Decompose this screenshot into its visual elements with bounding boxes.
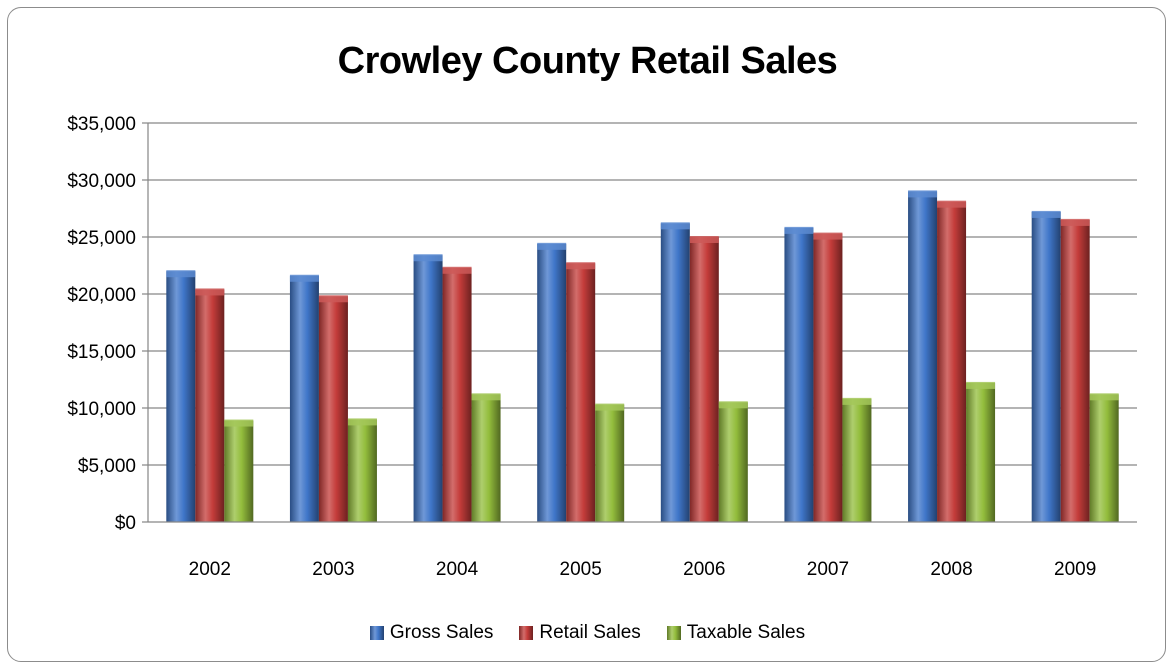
x-tick-label: 2006 [683, 559, 725, 580]
bar-cap [660, 222, 690, 230]
bar-gross-sales-2004 [413, 255, 443, 523]
y-tick-label: $25,000 [67, 228, 136, 249]
x-tick-label: 2008 [930, 559, 972, 580]
bar-cap [908, 190, 938, 198]
bar-cap [537, 242, 567, 250]
legend-item: Gross Sales [369, 622, 494, 644]
bar-cap [1031, 210, 1061, 218]
y-tick-label: $30,000 [67, 171, 136, 192]
bar-cap [347, 418, 377, 426]
legend-swatch [369, 626, 384, 640]
axes [147, 123, 1137, 523]
x-tick-label: 2007 [807, 559, 849, 580]
y-tick-label: $0 [115, 513, 136, 534]
bar-cap [224, 419, 254, 427]
x-tick-label: 2003 [312, 559, 354, 580]
bar-cap [1089, 393, 1119, 401]
bar-retail-sales-2008 [937, 201, 967, 522]
bar-gross-sales-2009 [1031, 211, 1061, 523]
y-tick-label: $35,000 [67, 114, 136, 135]
bar-retail-sales-2007 [813, 233, 843, 522]
bar-cap [1060, 218, 1090, 226]
y-tick-label: $20,000 [67, 285, 136, 306]
legend-label: Gross Sales [389, 622, 494, 643]
y-tick-label: $5,000 [78, 456, 136, 477]
bar-taxable-sales-2005 [595, 404, 625, 522]
bar-gross-sales-2007 [784, 227, 814, 522]
y-tick-label: $15,000 [67, 342, 136, 363]
legend-swatch [666, 626, 681, 640]
bar-gross-sales-2006 [660, 223, 690, 522]
x-tick-label: 2002 [189, 559, 231, 580]
bar-taxable-sales-2009 [1089, 394, 1119, 522]
bar-retail-sales-2004 [442, 267, 472, 522]
bar-taxable-sales-2007 [842, 398, 872, 522]
bar-cap [166, 270, 196, 278]
bar-taxable-sales-2002 [224, 420, 254, 522]
legend-label: Retail Sales [539, 622, 641, 643]
bar-cap [442, 266, 472, 274]
bar-cap [689, 236, 719, 243]
y-tick-labels: $0 $5,000 $10,000 $15,000 $20,000 $25,000 $30,… [67, 114, 136, 534]
bar-gross-sales-2008 [908, 191, 938, 522]
legend-item: Retail Sales [519, 622, 641, 644]
bar-cap [966, 381, 996, 389]
bar-cap [471, 393, 501, 401]
bar-cap [937, 200, 967, 208]
bar-retail-sales-2005 [566, 263, 596, 522]
bar-cap [842, 397, 872, 405]
legend-item: Taxable Sales [666, 622, 806, 644]
bar-retail-sales-2002 [195, 289, 225, 522]
x-tick-label: 2005 [560, 559, 602, 580]
bar-retail-sales-2009 [1060, 219, 1090, 522]
bar-gross-sales-2002 [166, 271, 196, 522]
bar-cap [413, 254, 443, 262]
x-tick-labels: 2002 2003 2004 2005 2006 2007 2008 2009 [189, 559, 1097, 580]
y-tick-label: $10,000 [67, 399, 136, 420]
bar-taxable-sales-2003 [347, 419, 377, 522]
bar-gross-sales-2003 [289, 275, 319, 522]
bar-cap [784, 226, 814, 234]
bar-taxable-sales-2008 [966, 382, 996, 522]
bar-cap [813, 232, 843, 240]
bar-cap [718, 401, 748, 409]
bar-cap [318, 295, 348, 303]
bar-cap [195, 288, 225, 296]
bar-gross-sales-2005 [537, 243, 567, 522]
bar-taxable-sales-2006 [718, 402, 748, 522]
x-tick-label: 2004 [436, 559, 479, 580]
bar-taxable-sales-2004 [471, 394, 501, 522]
x-tick-label: 2009 [1054, 559, 1096, 580]
bar-cap [566, 262, 596, 270]
chart-title: Crowley County Retail Sales [337, 40, 838, 82]
bar-retail-sales-2003 [318, 296, 348, 522]
bar-cap [289, 274, 319, 282]
legend: Gross Sales Retail Sales Taxable Sales [0, 622, 1175, 644]
bar-retail-sales-2006 [689, 237, 719, 522]
bar-cap [595, 403, 625, 411]
bars [166, 190, 1119, 523]
legend-label: Taxable Sales [686, 622, 806, 643]
legend-swatch [519, 626, 534, 640]
